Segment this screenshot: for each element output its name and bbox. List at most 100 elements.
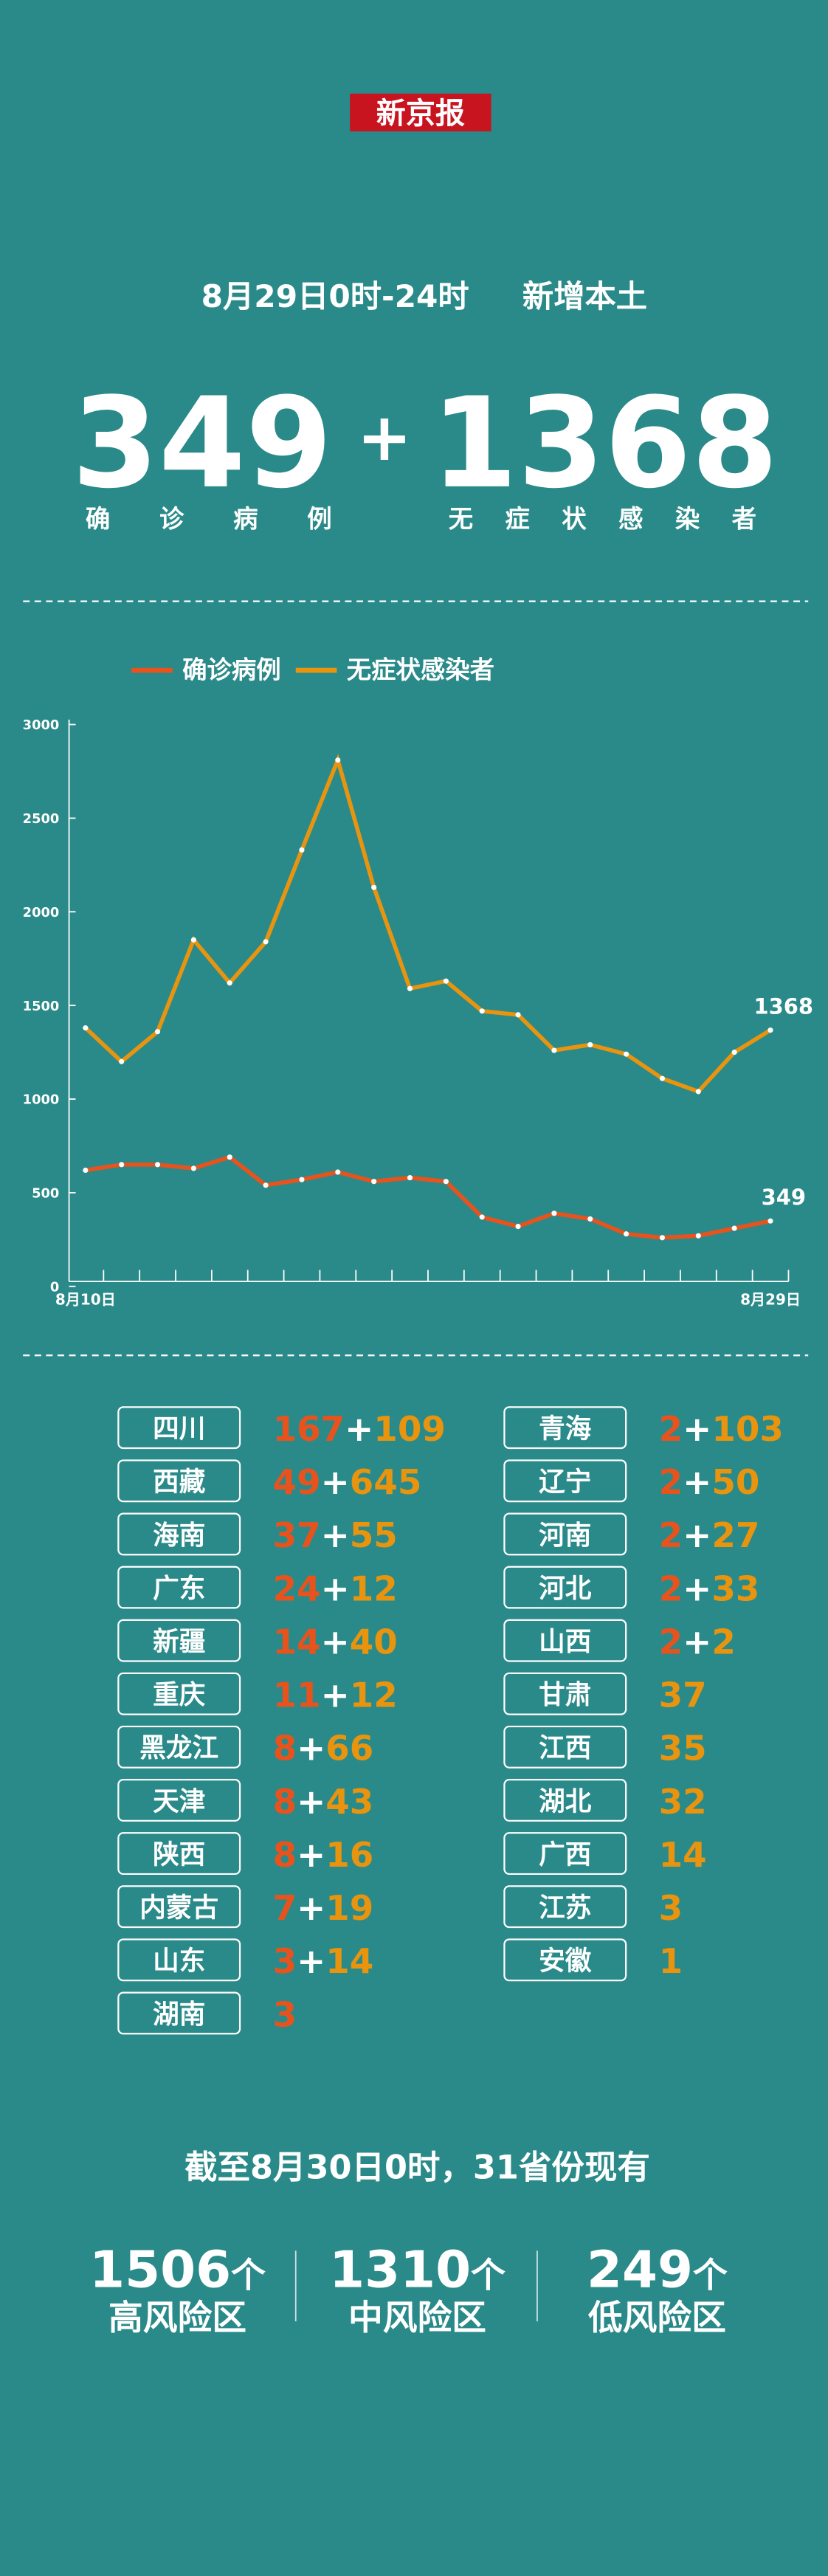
province-values: 3+14 xyxy=(273,1942,374,1982)
risk-count: 1506个 xyxy=(89,2240,266,2299)
risk-title: 截至8月30日0时，31省份现有 xyxy=(184,2149,650,2186)
asymptomatic: 16 xyxy=(325,1836,373,1876)
plus: + xyxy=(321,1516,350,1556)
province-name: 重庆 xyxy=(153,1680,206,1710)
point xyxy=(659,1075,666,1081)
line-chart: 确诊病例 无症状感染者 0 500 1000 1500 2000 2500 3000 8月10日 8… xyxy=(23,655,813,1308)
province-box xyxy=(503,1512,627,1556)
point xyxy=(407,985,413,991)
plus: + xyxy=(297,1889,325,1929)
province-box xyxy=(503,1725,627,1769)
plus: + xyxy=(683,1569,711,1609)
confirmed: 3 xyxy=(273,1942,297,1982)
plus: + xyxy=(297,1729,325,1769)
province-name: 江西 xyxy=(539,1733,591,1763)
point xyxy=(83,1167,89,1174)
confirmed: 24 xyxy=(273,1569,321,1609)
province-name: 甘肃 xyxy=(539,1680,591,1710)
asymptomatic: 12 xyxy=(350,1569,398,1609)
point xyxy=(659,1235,666,1241)
confirmed: 8 xyxy=(273,1729,297,1769)
plus: + xyxy=(357,399,413,475)
province-values: 14 xyxy=(659,1836,707,1876)
point xyxy=(695,1089,701,1095)
series-line xyxy=(83,754,772,1095)
confirmed: 2 xyxy=(659,1622,683,1662)
province-box xyxy=(503,1566,627,1609)
province-name: 西藏 xyxy=(153,1467,206,1498)
y-tick-label: 3000 xyxy=(23,717,60,733)
province-box xyxy=(117,1938,241,1982)
point xyxy=(515,1012,521,1018)
province-box xyxy=(117,1566,241,1609)
headline-asymptomatic: 1368 xyxy=(431,371,779,516)
asymptomatic: 32 xyxy=(659,1783,707,1822)
point xyxy=(371,884,377,890)
risk-label: 低风险区 xyxy=(588,2298,726,2338)
asymptomatic: 50 xyxy=(711,1463,759,1503)
confirmed: 2 xyxy=(659,1410,683,1450)
province-box xyxy=(117,1512,241,1556)
risk-label: 高风险区 xyxy=(108,2298,246,2338)
province-box xyxy=(503,1885,627,1929)
x-tick-label: 8月10日 xyxy=(55,1290,116,1308)
point xyxy=(443,978,449,984)
province-values: 2+27 xyxy=(659,1516,760,1556)
asymptomatic: 109 xyxy=(373,1410,446,1450)
province-name: 辽宁 xyxy=(539,1467,591,1498)
confirmed: 14 xyxy=(273,1622,321,1662)
province-name: 河北 xyxy=(539,1574,592,1604)
point xyxy=(154,1029,161,1035)
province-name: 湖南 xyxy=(153,2000,205,2030)
province-box xyxy=(503,1779,627,1822)
subject: 新增本土 xyxy=(522,278,647,314)
province-name: 新疆 xyxy=(153,1627,205,1657)
end-label: 1368 xyxy=(754,993,814,1019)
province-name: 海南 xyxy=(153,1521,205,1551)
province-box xyxy=(117,1619,241,1662)
province-name: 广东 xyxy=(153,1574,205,1604)
unit: 个 xyxy=(231,2256,266,2296)
province-box xyxy=(503,1832,627,1876)
point xyxy=(371,1179,377,1185)
count: 249 xyxy=(587,2240,693,2299)
point xyxy=(263,939,269,945)
plus: + xyxy=(321,1463,350,1503)
asymptomatic-label: 无症状感染者 xyxy=(449,504,789,533)
asymptomatic: 645 xyxy=(350,1463,422,1503)
headline-confirmed: 349 xyxy=(72,371,332,516)
province-values: 14+40 xyxy=(273,1622,398,1662)
point xyxy=(299,847,305,853)
series-line xyxy=(85,1154,771,1240)
risk-count: 1310个 xyxy=(329,2240,506,2299)
asymptomatic: 14 xyxy=(659,1836,707,1876)
province-name: 江苏 xyxy=(539,1893,591,1924)
province-name: 广西 xyxy=(539,1839,591,1870)
point xyxy=(731,1225,737,1231)
confirmed: 2 xyxy=(659,1516,683,1556)
province-values: 3 xyxy=(659,1889,683,1929)
asymptomatic: 1 xyxy=(659,1942,683,1982)
province-values: 3 xyxy=(273,1995,297,2035)
asymptomatic: 55 xyxy=(350,1516,398,1556)
count: 1310 xyxy=(329,2240,471,2299)
end-label: 349 xyxy=(762,1185,806,1210)
point xyxy=(190,1165,196,1171)
plus: + xyxy=(683,1516,711,1556)
province-name: 青海 xyxy=(539,1414,591,1444)
plus: + xyxy=(683,1410,711,1450)
point xyxy=(190,937,196,943)
point xyxy=(624,1051,629,1057)
x-tick-label: 8月29日 xyxy=(740,1290,801,1308)
plus: + xyxy=(321,1676,350,1716)
confirmed: 2 xyxy=(659,1463,683,1503)
province-box xyxy=(117,1885,241,1929)
plus: + xyxy=(321,1622,350,1662)
asymptomatic: 19 xyxy=(325,1889,373,1929)
plus: + xyxy=(683,1622,711,1662)
point xyxy=(443,1179,449,1185)
confirmed: 37 xyxy=(273,1516,321,1556)
province-name: 黑龙江 xyxy=(139,1733,218,1763)
asymptomatic: 33 xyxy=(711,1569,759,1609)
